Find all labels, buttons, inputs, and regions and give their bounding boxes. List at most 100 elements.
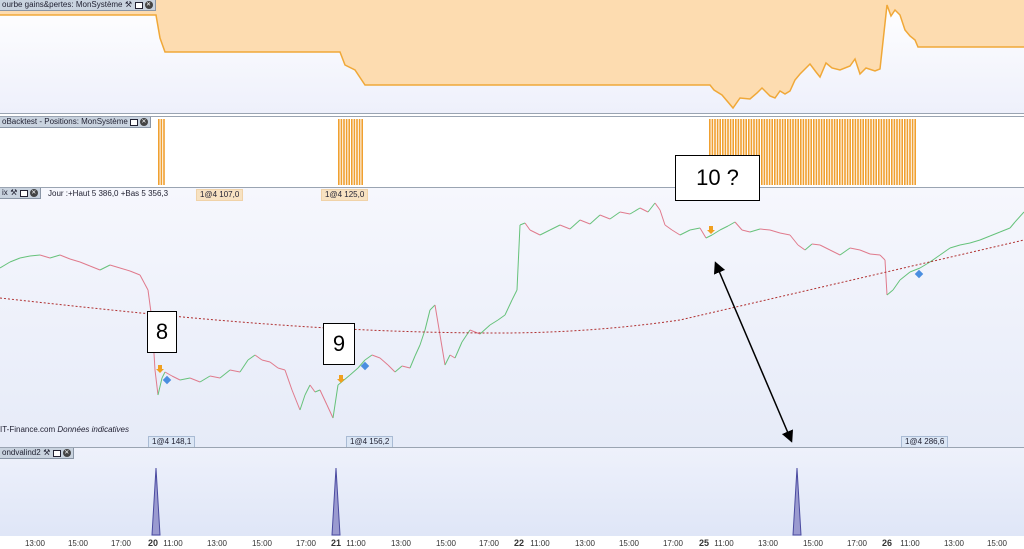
price-info: Jour :+Haut 5 386,0 +Bas 5 356,3 xyxy=(48,189,169,198)
equity-curve-panel: ourbe gains&pertes: MonSystème ⚒ ✕ xyxy=(0,0,1024,113)
price-segment xyxy=(741,229,751,233)
position-bar xyxy=(911,119,914,185)
window-icon[interactable] xyxy=(19,189,28,197)
position-bar xyxy=(358,119,361,185)
indicator-spike xyxy=(792,467,802,536)
position-bar xyxy=(763,119,766,185)
position-bar xyxy=(880,119,883,185)
wrench-icon[interactable]: ⚒ xyxy=(124,0,133,9)
indicator-panel-title: ondvalind2 xyxy=(2,448,41,457)
price-segment xyxy=(719,225,729,231)
price-segment xyxy=(119,267,131,272)
price-segment xyxy=(364,354,373,361)
price-segment xyxy=(199,375,211,383)
position-bar xyxy=(768,119,771,185)
position-bar xyxy=(714,119,716,185)
wrench-icon[interactable]: ⚒ xyxy=(43,448,51,457)
price-segment xyxy=(434,304,441,336)
price-segment xyxy=(79,261,91,267)
position-bar xyxy=(766,119,768,185)
window-icon[interactable] xyxy=(134,1,143,9)
axis-tick-label: 11:00 xyxy=(346,539,366,548)
close-icon[interactable]: ✕ xyxy=(62,449,71,457)
position-bar xyxy=(740,119,742,185)
price-segment xyxy=(869,253,881,256)
price-segment xyxy=(671,229,681,236)
price-segment xyxy=(797,244,806,251)
equity-panel-title: ourbe gains&pertes: MonSystème xyxy=(2,0,123,9)
price-segment xyxy=(1009,221,1016,229)
price-segment xyxy=(157,377,163,396)
panel-divider[interactable] xyxy=(0,187,1024,188)
price-segment xyxy=(109,264,121,269)
position-bar xyxy=(345,119,348,185)
price-segment xyxy=(429,304,436,311)
order-badge: 1@4 148,1 xyxy=(148,436,196,447)
price-segment xyxy=(261,359,271,363)
close-icon[interactable]: ✕ xyxy=(139,118,148,126)
price-segment xyxy=(599,214,611,220)
price-segment xyxy=(884,259,888,296)
price-segment xyxy=(1014,211,1024,223)
axis-tick-label: 13:00 xyxy=(757,539,779,548)
price-segment xyxy=(394,365,403,373)
axis-tick-label: 11:00 xyxy=(163,539,183,548)
price-segment xyxy=(569,219,581,230)
price-segment xyxy=(579,219,591,225)
price-segment xyxy=(439,334,446,366)
axis-tick-label: 26 xyxy=(881,538,893,548)
position-bar xyxy=(807,119,810,185)
price-segment xyxy=(247,354,256,361)
close-icon[interactable]: ✕ xyxy=(144,1,153,9)
position-bar xyxy=(709,119,711,185)
positions-chart xyxy=(158,119,916,185)
price-segment xyxy=(589,214,601,225)
annotation-10: 10 ? xyxy=(675,155,760,201)
position-bar xyxy=(351,119,353,185)
price-panel-header: ix ⚒ ✕ xyxy=(0,188,41,199)
axis-tick-label: 15:00 xyxy=(802,539,824,548)
price-segment xyxy=(999,227,1011,233)
price-segment xyxy=(886,289,894,296)
position-bar xyxy=(163,119,165,185)
position-bar xyxy=(800,119,802,185)
window-icon[interactable] xyxy=(129,118,138,126)
position-bar xyxy=(833,119,836,185)
position-bar xyxy=(813,119,815,185)
price-panel-title: ix xyxy=(2,188,8,197)
position-bar xyxy=(794,119,797,185)
indicator-spike xyxy=(151,467,161,536)
price-segment xyxy=(989,231,1001,237)
position-bar xyxy=(789,119,792,185)
position-bar xyxy=(852,119,854,185)
price-segment xyxy=(497,314,506,321)
price-segment xyxy=(129,270,141,276)
price-segment xyxy=(749,228,761,233)
position-bar xyxy=(820,119,823,185)
panel-divider[interactable] xyxy=(0,113,1024,114)
close-icon[interactable]: ✕ xyxy=(29,189,38,197)
wrench-icon[interactable]: ⚒ xyxy=(10,188,18,197)
position-bar xyxy=(828,119,831,185)
price-chart xyxy=(0,202,1024,419)
price-segment xyxy=(209,375,221,379)
price-segment xyxy=(349,367,359,376)
position-bar xyxy=(719,119,721,185)
position-bar xyxy=(841,119,844,185)
window-icon[interactable] xyxy=(52,449,61,457)
price-segment xyxy=(679,229,691,236)
price-segment xyxy=(949,244,961,249)
price-segment xyxy=(619,211,631,215)
price-segment xyxy=(99,264,111,271)
axis-tick-label: 17:00 xyxy=(846,539,868,548)
position-bar xyxy=(361,119,363,185)
price-segment xyxy=(705,234,713,239)
panel-divider[interactable] xyxy=(0,116,1024,117)
panel-divider[interactable] xyxy=(0,447,1024,448)
price-segment xyxy=(734,221,743,231)
axis-tick-label: 17:00 xyxy=(478,539,500,548)
axis-tick-label: 11:00 xyxy=(530,539,550,548)
price-segment xyxy=(647,202,656,213)
axis-tick-label: 11:00 xyxy=(714,539,734,548)
axis-tick-label: 15:00 xyxy=(618,539,640,548)
